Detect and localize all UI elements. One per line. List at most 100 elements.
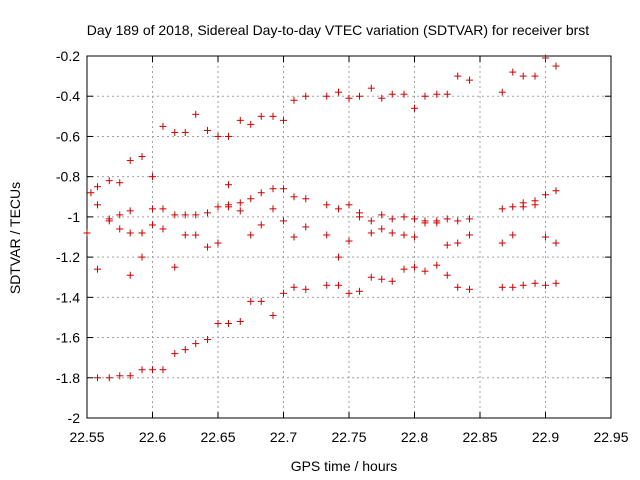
- data-point: [116, 225, 124, 233]
- data-point: [83, 229, 91, 237]
- y-tick-label: -1: [68, 209, 81, 225]
- data-point: [116, 372, 124, 380]
- y-tick-label: -1.4: [56, 289, 80, 305]
- data-point: [181, 128, 189, 136]
- data-point: [367, 273, 375, 281]
- data-point: [116, 211, 124, 219]
- data-point: [388, 277, 396, 285]
- data-point: [400, 90, 408, 98]
- data-point: [214, 239, 222, 247]
- data-point: [433, 90, 441, 98]
- data-point: [171, 128, 179, 136]
- data-point: [280, 289, 287, 297]
- data-point: [509, 231, 517, 239]
- data-point: [204, 126, 212, 134]
- data-point: [149, 173, 156, 181]
- data-point: [466, 285, 474, 293]
- data-point: [531, 72, 539, 80]
- data-point: [105, 177, 113, 185]
- x-axis-label: GPS time / hours: [291, 458, 398, 474]
- data-point: [367, 217, 375, 225]
- data-point: [519, 72, 527, 80]
- data-point: [257, 112, 265, 120]
- data-point: [323, 92, 331, 100]
- data-point: [335, 281, 343, 289]
- data-point: [302, 223, 310, 231]
- data-point: [280, 185, 287, 193]
- data-point: [149, 221, 156, 229]
- data-point: [159, 366, 167, 374]
- data-point: [87, 189, 95, 197]
- data-point: [411, 263, 418, 271]
- data-point: [138, 153, 146, 161]
- data-point: [138, 366, 146, 374]
- data-point: [323, 281, 331, 289]
- data-point: [345, 201, 353, 209]
- data-point: [204, 336, 212, 344]
- data-point: [400, 265, 408, 273]
- y-tick-labels: -2 -1.8 -1.6 -1.4 -1.2 -1 -0.8 -0.6 -0.4 -0.2: [56, 48, 80, 426]
- data-point: [552, 187, 560, 195]
- data-point: [290, 233, 298, 241]
- x-tick-labels: 22.55 22.6 22.65 22.7 22.75 22.8 22.85 22.9 22.9…: [69, 429, 628, 445]
- data-point: [509, 203, 517, 211]
- data-point: [388, 215, 396, 223]
- data-point: [126, 271, 134, 279]
- data-point: [236, 116, 244, 124]
- data-point: [498, 88, 506, 96]
- data-point: [454, 239, 462, 247]
- data-point: [421, 219, 429, 227]
- data-point: [236, 199, 244, 207]
- data-point: [171, 211, 179, 219]
- data-point: [149, 366, 156, 374]
- data-point: [400, 213, 408, 221]
- y-tick-label: -2: [68, 410, 81, 426]
- data-point: [280, 116, 287, 124]
- x-tick-label: 22.8: [401, 429, 428, 445]
- data-point: [93, 183, 101, 191]
- data-point: [126, 229, 134, 237]
- data-point: [378, 211, 386, 219]
- data-point: [116, 179, 124, 187]
- data-point: [345, 237, 353, 245]
- data-point: [290, 96, 298, 104]
- x-tick-label: 22.6: [139, 429, 166, 445]
- data-point: [290, 193, 298, 201]
- data-point: [552, 279, 560, 287]
- data-point: [181, 231, 189, 239]
- data-point: [498, 283, 506, 291]
- data-point: [498, 239, 506, 247]
- data-point: [192, 231, 200, 239]
- data-point: [269, 185, 277, 193]
- data-point: [280, 217, 287, 225]
- data-point: [367, 229, 375, 237]
- data-point: [204, 243, 212, 251]
- data-point: [355, 213, 363, 221]
- data-point: [159, 205, 167, 213]
- x-tick-label: 22.55: [69, 429, 104, 445]
- grid-lines: [87, 56, 611, 418]
- y-tick-label: -0.2: [56, 48, 80, 64]
- data-point: [378, 225, 386, 233]
- data-point: [192, 340, 200, 348]
- data-point: [443, 241, 451, 249]
- data-point: [214, 203, 222, 211]
- data-point: [269, 112, 277, 120]
- data-point: [257, 297, 265, 305]
- data-point: [345, 289, 353, 297]
- data-point: [509, 283, 517, 291]
- data-point: [454, 217, 462, 225]
- data-point: [411, 215, 418, 223]
- data-point: [171, 350, 179, 358]
- data-point: [224, 319, 232, 327]
- data-point: [542, 233, 549, 241]
- data-point: [519, 281, 527, 289]
- data-point: [269, 311, 277, 319]
- data-point: [443, 90, 451, 98]
- data-point: [411, 104, 418, 112]
- data-points: [83, 54, 560, 382]
- data-point: [105, 215, 113, 223]
- chart-title: Day 189 of 2018, Sidereal Day-to-day VTE…: [87, 22, 589, 38]
- data-point: [257, 221, 265, 229]
